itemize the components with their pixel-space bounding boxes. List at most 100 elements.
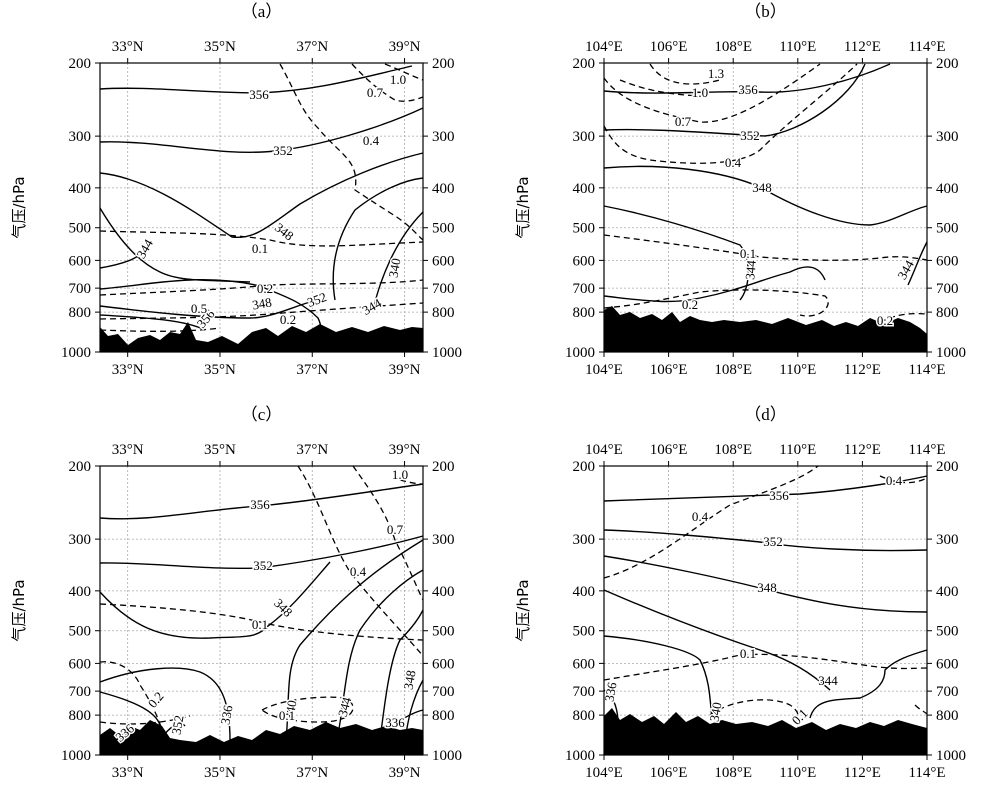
x-tick-label-top: 37°N	[296, 39, 328, 55]
vorticity-line	[603, 63, 858, 164]
x-tick-label-top: 110°E	[779, 39, 816, 55]
vorticity-line	[619, 79, 701, 97]
y-tick-label-right: 600	[432, 656, 455, 672]
x-tick-label-top: 39°N	[389, 442, 421, 458]
y-tick-label-left: 1000	[565, 748, 595, 764]
vorticity-label: 0.2	[145, 689, 167, 711]
panel-label: （a）	[241, 2, 283, 21]
panel-label: （d）	[744, 405, 787, 424]
y-tick-label-left: 800	[573, 708, 596, 724]
y-tick-label-left: 700	[573, 281, 596, 297]
vorticity-label: 0.4	[363, 133, 380, 148]
isentrope-line	[99, 152, 424, 239]
y-tick-label-right: 600	[936, 656, 959, 672]
y-axis-label: 气压/hPa	[10, 579, 28, 641]
terrain-fill	[604, 306, 927, 352]
plot-frame	[99, 62, 424, 353]
y-tick-label-right: 400	[432, 181, 455, 197]
isentrope-label: 348	[271, 595, 295, 619]
vorticity-label: 0.1	[279, 708, 295, 723]
isentrope-label: 356	[738, 82, 758, 97]
y-tick-label-right: 700	[432, 684, 455, 700]
isentrope-label: 344	[335, 695, 355, 718]
isentrope-label: 344	[742, 259, 759, 280]
x-tick-label-top: 39°N	[389, 39, 421, 55]
vorticity-line	[297, 465, 424, 657]
y-tick-label-left: 200	[573, 459, 596, 475]
vorticity-label: 1.0	[692, 85, 708, 100]
isentrope-label: 344	[894, 257, 917, 282]
plot-frame	[603, 62, 928, 353]
y-tick-label-right: 300	[936, 532, 959, 548]
x-tick-label-top: 114°E	[908, 442, 945, 458]
vorticity-line	[279, 63, 424, 241]
isentrope-label: 344	[818, 673, 838, 688]
isentrope-label: 348	[251, 294, 273, 312]
y-tick-label-left: 200	[69, 56, 92, 72]
x-tick-label-bottom: 35°N	[204, 362, 236, 378]
terrain-fill	[604, 708, 927, 755]
isentrope-label: 336	[385, 715, 405, 730]
y-tick-label-right: 500	[432, 624, 455, 640]
isentrope-line	[603, 689, 619, 721]
y-tick-label-left: 500	[69, 624, 92, 640]
vorticity-label: 0.1	[740, 646, 756, 661]
y-tick-label-left: 600	[69, 253, 92, 269]
x-tick-label-bottom: 112°E	[844, 765, 881, 781]
vorticity-line	[603, 63, 821, 123]
y-tick-label-right: 200	[936, 459, 959, 475]
isentrope-line	[603, 63, 866, 137]
isentrope-label: 348	[752, 180, 772, 195]
isentrope-line	[99, 483, 424, 520]
y-tick-label-right: 200	[432, 459, 455, 475]
y-tick-label-left: 300	[69, 129, 92, 145]
vorticity-line	[603, 465, 819, 579]
isentrope-label: 336	[217, 704, 235, 726]
x-tick-label-bottom: 33°N	[112, 765, 144, 781]
isentrope-label: 340	[281, 699, 299, 721]
y-tick-label-right: 400	[936, 181, 959, 197]
isentrope-line	[99, 207, 251, 283]
vorticity-line	[261, 696, 354, 723]
vorticity-label: 0.2	[280, 312, 296, 327]
vorticity-label: 0.2	[682, 297, 698, 312]
y-tick-label-right: 700	[936, 684, 959, 700]
isentrope-line	[603, 165, 928, 226]
vorticity-line	[709, 699, 799, 731]
x-tick-label-bottom: 112°E	[844, 362, 881, 378]
vorticity-line	[99, 279, 424, 296]
plot-frame	[603, 465, 928, 756]
vorticity-label: 1.0	[392, 467, 408, 482]
isentrope-line	[603, 63, 891, 94]
y-tick-label-right: 1000	[936, 748, 966, 764]
vorticity-label: 0.1	[740, 246, 756, 261]
vorticity-line	[99, 715, 191, 725]
x-tick-label-bottom: 37°N	[296, 765, 328, 781]
isentrope-line	[379, 609, 424, 741]
isentrope-line	[603, 635, 713, 721]
x-tick-label-bottom: 39°N	[389, 362, 421, 378]
plot-frame	[99, 465, 424, 756]
isentrope-label: 352	[763, 534, 783, 549]
isentrope-label: 348	[757, 580, 777, 595]
vorticity-line	[384, 63, 424, 81]
x-tick-label-top: 104°E	[585, 39, 623, 55]
y-tick-label-right: 400	[936, 584, 959, 600]
y-tick-label-right: 600	[936, 253, 959, 269]
isentrope-label: 352	[305, 289, 328, 310]
y-tick-label-left: 200	[573, 56, 596, 72]
terrain-fill	[100, 720, 423, 755]
vorticity-line	[879, 312, 928, 323]
y-tick-label-right: 500	[936, 624, 959, 640]
vorticity-label: 0.4	[350, 564, 367, 579]
y-tick-label-right: 500	[432, 221, 455, 237]
x-tick-label-bottom: 114°E	[908, 362, 945, 378]
y-axis-label: 气压/hPa	[514, 176, 532, 238]
y-tick-label-left: 700	[69, 684, 92, 700]
vorticity-line	[603, 234, 928, 261]
vorticity-label: 0.2	[877, 313, 893, 328]
x-tick-label-top: 112°E	[844, 39, 881, 55]
isentrope-line	[603, 475, 928, 502]
y-tick-label-left: 700	[69, 281, 92, 297]
